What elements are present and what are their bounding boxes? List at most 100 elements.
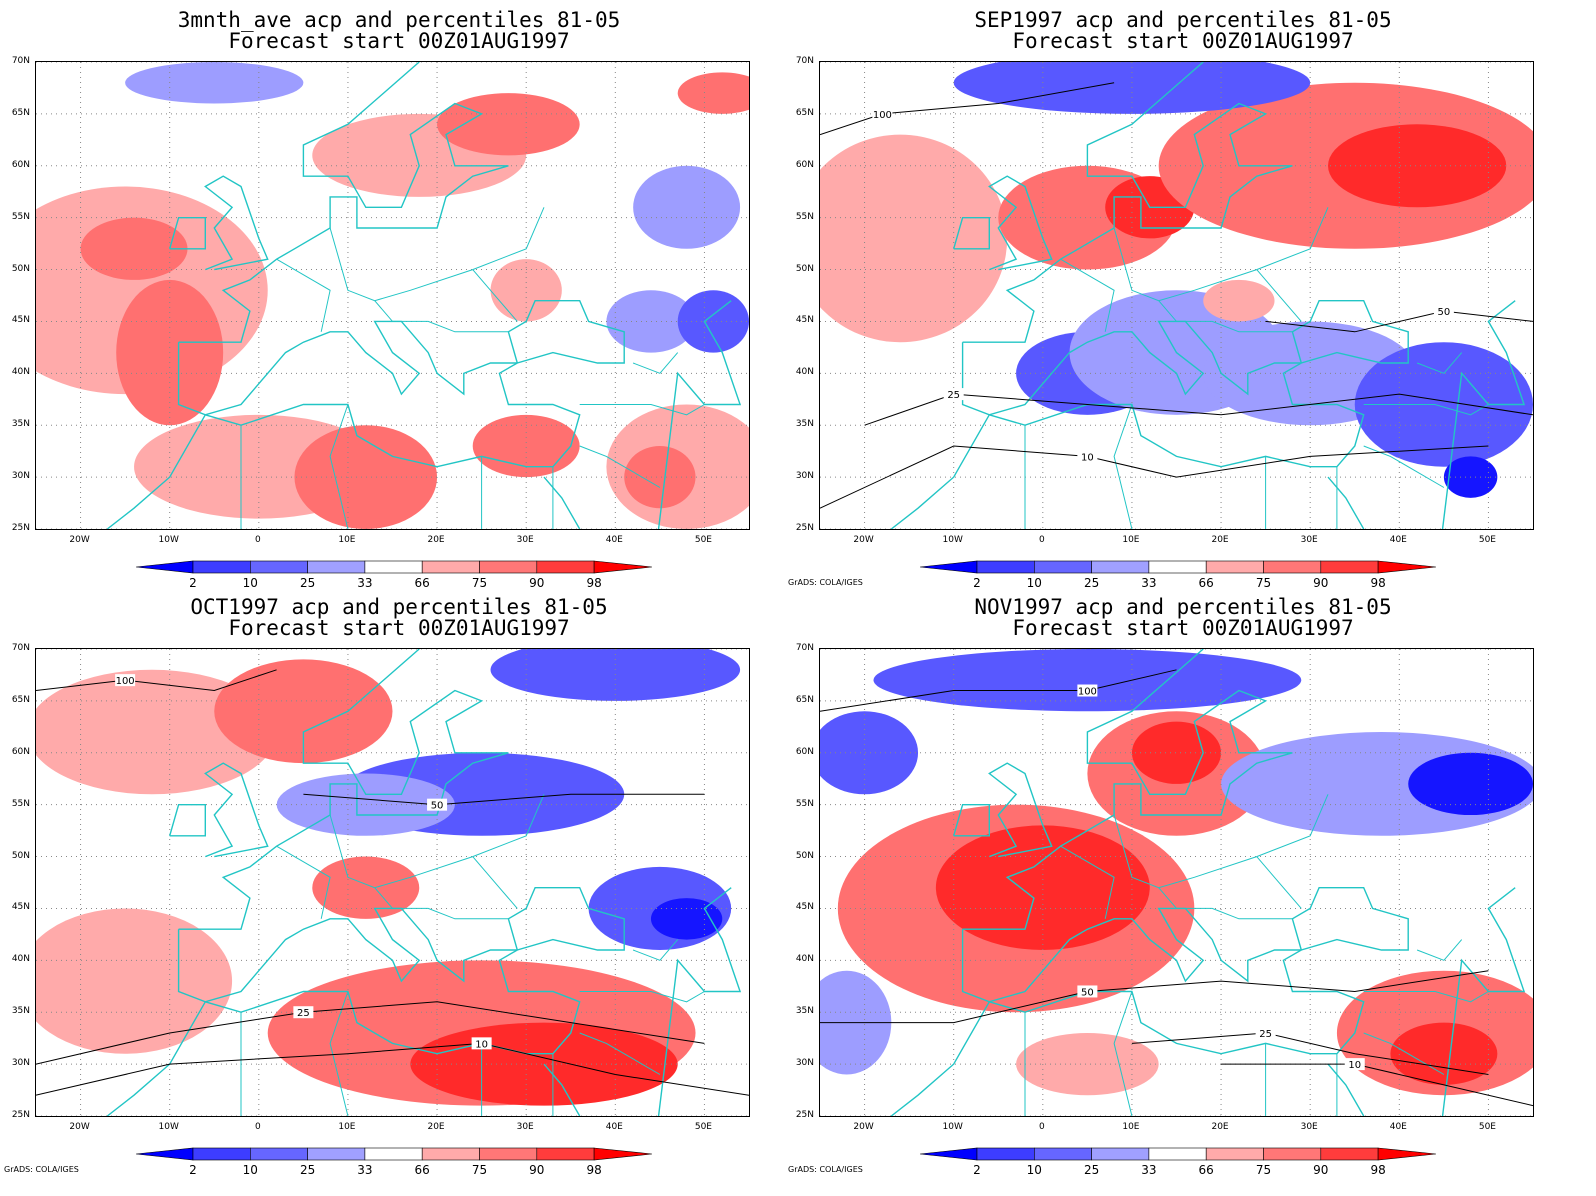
- colorbar-segment: [307, 1147, 366, 1161]
- contour-line-50: [820, 970, 1489, 1024]
- colorbar-segment: [1205, 560, 1264, 574]
- lon-tick-label: 0: [254, 1122, 261, 1132]
- colorbar-label: 10: [242, 576, 258, 590]
- colorbar-arrow-high: [1377, 1147, 1436, 1161]
- colorbar-segment: [364, 560, 423, 574]
- colorbar-segment: [1263, 1147, 1322, 1161]
- country-border: [632, 352, 679, 374]
- coastline: [989, 300, 1409, 468]
- lat-tick-label: 35N: [11, 419, 30, 430]
- contour-label-bg: [1077, 985, 1098, 998]
- map-area: 100 50 25 10: [819, 61, 1534, 530]
- colorbar-label: 75: [471, 576, 488, 590]
- lat-tick-label: 25N: [11, 1110, 30, 1120]
- lat-tick-label: 50N: [795, 850, 814, 861]
- map-canvas: [36, 62, 749, 529]
- colorbar: [136, 560, 652, 574]
- lon-tick-label: 0: [254, 535, 261, 545]
- contour-label: 25: [947, 390, 960, 401]
- coastline: [890, 1001, 990, 1116]
- lat-tick-label: 25N: [11, 523, 30, 533]
- lat-tick-label: 30N: [795, 471, 814, 482]
- colorbar-label: 66: [414, 1163, 430, 1177]
- lat-tick-label: 60N: [11, 159, 30, 170]
- country-border: [579, 404, 705, 416]
- colorbar-label: 33: [1141, 576, 1157, 590]
- lon-tick-label: 20E: [427, 535, 445, 545]
- lat-tick-label: 40N: [795, 367, 814, 378]
- map-area: 100 50 25 10: [819, 648, 1534, 1117]
- shaded-region-66-75: [490, 259, 562, 322]
- lat-tick-label: 55N: [795, 798, 814, 809]
- colorbar-label: 33: [357, 1163, 373, 1177]
- colorbar-arrow-low: [920, 560, 978, 574]
- grads-credit: GrADS: COLA/IGES: [788, 1165, 863, 1174]
- contour-label: 100: [873, 110, 892, 121]
- shaded-region-75-90: [437, 93, 580, 156]
- coastline: [1441, 887, 1526, 1116]
- coastline: [169, 217, 206, 250]
- colorbar: [920, 1147, 1436, 1161]
- contour-label: 10: [1081, 452, 1094, 463]
- colorbar: [136, 1147, 652, 1161]
- shaded-region-75-90: [472, 414, 580, 478]
- contour-line-10: [820, 445, 1489, 509]
- map-panel-1: 3mnth_ave acp and percentiles 81-05 Forec…: [0, 0, 798, 598]
- lat-tick-label: 30N: [11, 1058, 30, 1069]
- shaded-region-10-25: [677, 290, 749, 353]
- lon-tick-label: 30E: [516, 535, 534, 545]
- country-border: [1113, 207, 1329, 302]
- colorbar-arrow-low: [920, 1147, 978, 1161]
- coastline: [178, 649, 509, 930]
- shaded-region-10-25: [1354, 342, 1533, 467]
- lat-tick-label: 70N: [795, 56, 814, 66]
- colorbar-segment: [364, 1147, 423, 1161]
- country-border: [1416, 939, 1463, 961]
- colorbar-segment: [1205, 1147, 1264, 1161]
- colorbar-label: 75: [471, 1163, 488, 1177]
- colorbar-segment: [421, 560, 480, 574]
- coastline: [962, 649, 1293, 930]
- colorbar-arrow-high: [1377, 560, 1436, 574]
- colorbar-segment: [1320, 560, 1379, 574]
- colorbar-label: 66: [1198, 1163, 1214, 1177]
- country-border: [632, 939, 679, 961]
- panel-subtitle: Forecast start 00Z01AUG1997: [1012, 29, 1354, 53]
- contour-label-bg: [1077, 684, 1098, 697]
- contour-line-100: [820, 82, 1115, 136]
- country-border: [1363, 404, 1489, 416]
- lon-tick-label: 10W: [158, 1122, 179, 1132]
- shaded-region-66-75: [36, 908, 233, 1054]
- country-border: [374, 887, 509, 920]
- contour-line-25: [864, 393, 1533, 426]
- colorbar-label: 98: [1370, 1163, 1386, 1177]
- coastline: [205, 887, 625, 1055]
- colorbar-label: 90: [529, 576, 545, 590]
- lat-tick-label: 60N: [11, 746, 30, 757]
- lat-tick-label: 55N: [795, 211, 814, 222]
- colorbar-label: 33: [1141, 1163, 1157, 1177]
- contour-label-bg: [1344, 1058, 1365, 1071]
- lon-tick-label: 20W: [69, 535, 90, 545]
- colorbar-label: 2: [973, 576, 981, 590]
- panel-title: NOV1997 acp and percentiles 81-05: [974, 595, 1392, 619]
- contour-label-bg: [943, 388, 964, 401]
- lat-tick-label: 50N: [795, 263, 814, 274]
- lat-tick-label: 65N: [795, 694, 814, 705]
- coastline: [543, 1063, 581, 1116]
- colorbar-segment: [307, 560, 366, 574]
- country-border: [579, 445, 661, 488]
- contour-line-50: [1265, 310, 1533, 333]
- lat-tick-label: 55N: [11, 798, 30, 809]
- contour-label-bg: [471, 1037, 492, 1050]
- shaded-region-75-90: [677, 72, 749, 114]
- country-border: [472, 856, 518, 909]
- colorbar-label: 90: [1313, 576, 1329, 590]
- panel-title: 3mnth_ave acp and percentiles 81-05: [177, 8, 621, 32]
- country-border: [1060, 845, 1115, 919]
- map-canvas: 100 50 25 10: [820, 62, 1533, 529]
- colorbar-label: 66: [1198, 576, 1214, 590]
- lon-tick-label: 40E: [605, 1122, 623, 1132]
- contour-label-bg: [1433, 305, 1454, 318]
- panel-title: SEP1997 acp and percentiles 81-05: [974, 8, 1392, 32]
